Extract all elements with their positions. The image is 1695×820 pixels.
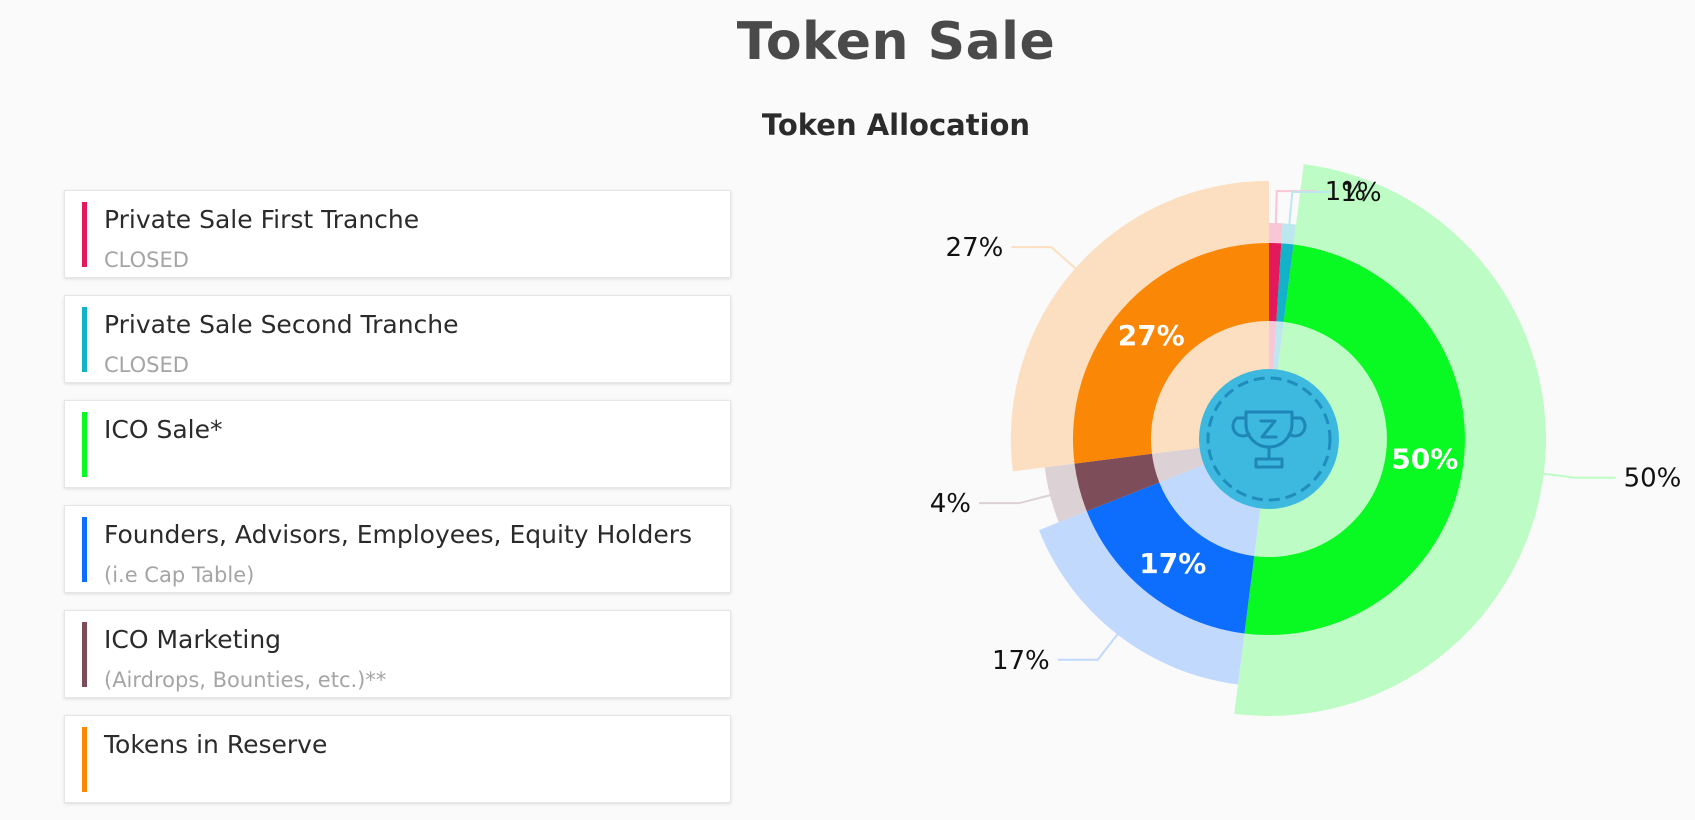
legend-title: Private Sale Second Tranche: [104, 310, 459, 339]
legend-title: ICO Marketing: [104, 625, 282, 654]
legend-title: Private Sale First Tranche: [104, 205, 420, 234]
slice-labels: 1%1% 50% 50% 17% 17% 4% 27% 27%: [930, 177, 1682, 676]
page-title: Token Sale: [736, 12, 1056, 72]
legend-color-bar: [82, 202, 87, 267]
legend-color-bar: [82, 412, 87, 477]
outer-label-tokens-in-reserve: 27%: [946, 233, 1004, 263]
center-badge: [1199, 369, 1339, 509]
leader-line-private-sale-second-tranche: [1288, 191, 1333, 227]
inner-slice-founders-advisors-employees-equity-holders[interactable]: [1086, 482, 1255, 634]
legend-title: Tokens in Reserve: [104, 730, 328, 759]
leader-line-ico-sale: [1541, 472, 1616, 479]
inner-slice-ico-sale[interactable]: [1244, 244, 1465, 635]
legend-subtitle: CLOSED: [104, 353, 189, 377]
outer-label-ico-sale: 50%: [1624, 464, 1682, 494]
inner-slice-private-sale-second-tranche[interactable]: [1276, 243, 1294, 322]
legend-title: Founders, Advisors, Employees, Equity Ho…: [104, 520, 693, 549]
inner-ring: [1073, 243, 1465, 635]
chart-title: Token Allocation: [761, 108, 1031, 142]
inner-slice-private-sale-first-tranche[interactable]: [1269, 243, 1282, 322]
inner-label-ico-sale: 50%: [1391, 443, 1458, 476]
legend-color-bar: [82, 727, 87, 792]
inner-slice-ico-marketing[interactable]: [1074, 453, 1160, 512]
legend-color-bar: [82, 622, 87, 687]
leader-line-founders-advisors-employees-equity-holders: [1057, 632, 1120, 661]
legend-card-founders: Founders, Advisors, Employees, Equity Ho…: [64, 505, 731, 593]
inner-label-tokens-in-reserve: 27%: [1118, 319, 1185, 352]
legend-subtitle: CLOSED: [104, 248, 189, 272]
legend-card-private-sale-first: Private Sale First Tranche CLOSED: [64, 190, 731, 278]
outer-label-private-sale-second-tranche: 1%: [1340, 178, 1381, 208]
leader-line-tokens-in-reserve: [1011, 246, 1078, 271]
legend-color-bar: [82, 517, 87, 582]
leader-line-ico-marketing: [979, 493, 1053, 505]
legend-card-tokens-in-reserve: Tokens in Reserve: [64, 715, 731, 803]
outer-label-private-sale-first-tranche: 1%: [1325, 177, 1366, 207]
legend-color-bar: [82, 307, 87, 372]
inner-slice-tokens-in-reserve[interactable]: [1073, 243, 1269, 464]
leader-lines: [979, 190, 1616, 661]
legend-card-private-sale-second: Private Sale Second Tranche CLOSED: [64, 295, 731, 383]
outer-label-founders-advisors-employees-equity-holders: 17%: [992, 646, 1050, 676]
allocation-legend: Private Sale First Tranche CLOSED Privat…: [64, 190, 731, 820]
legend-card-ico-marketing: ICO Marketing (Airdrops, Bounties, etc.)…: [64, 610, 731, 698]
outer-label-ico-marketing: 4%: [930, 489, 971, 519]
trophy-icon: [1231, 410, 1307, 469]
legend-title: ICO Sale*: [104, 415, 223, 444]
legend-card-ico-sale: ICO Sale*: [64, 400, 731, 488]
legend-subtitle: (Airdrops, Bounties, etc.)**: [104, 668, 387, 692]
inner-label-founders-advisors-employees-equity-holders: 17%: [1139, 547, 1206, 580]
legend-subtitle: (i.e Cap Table): [104, 563, 255, 587]
